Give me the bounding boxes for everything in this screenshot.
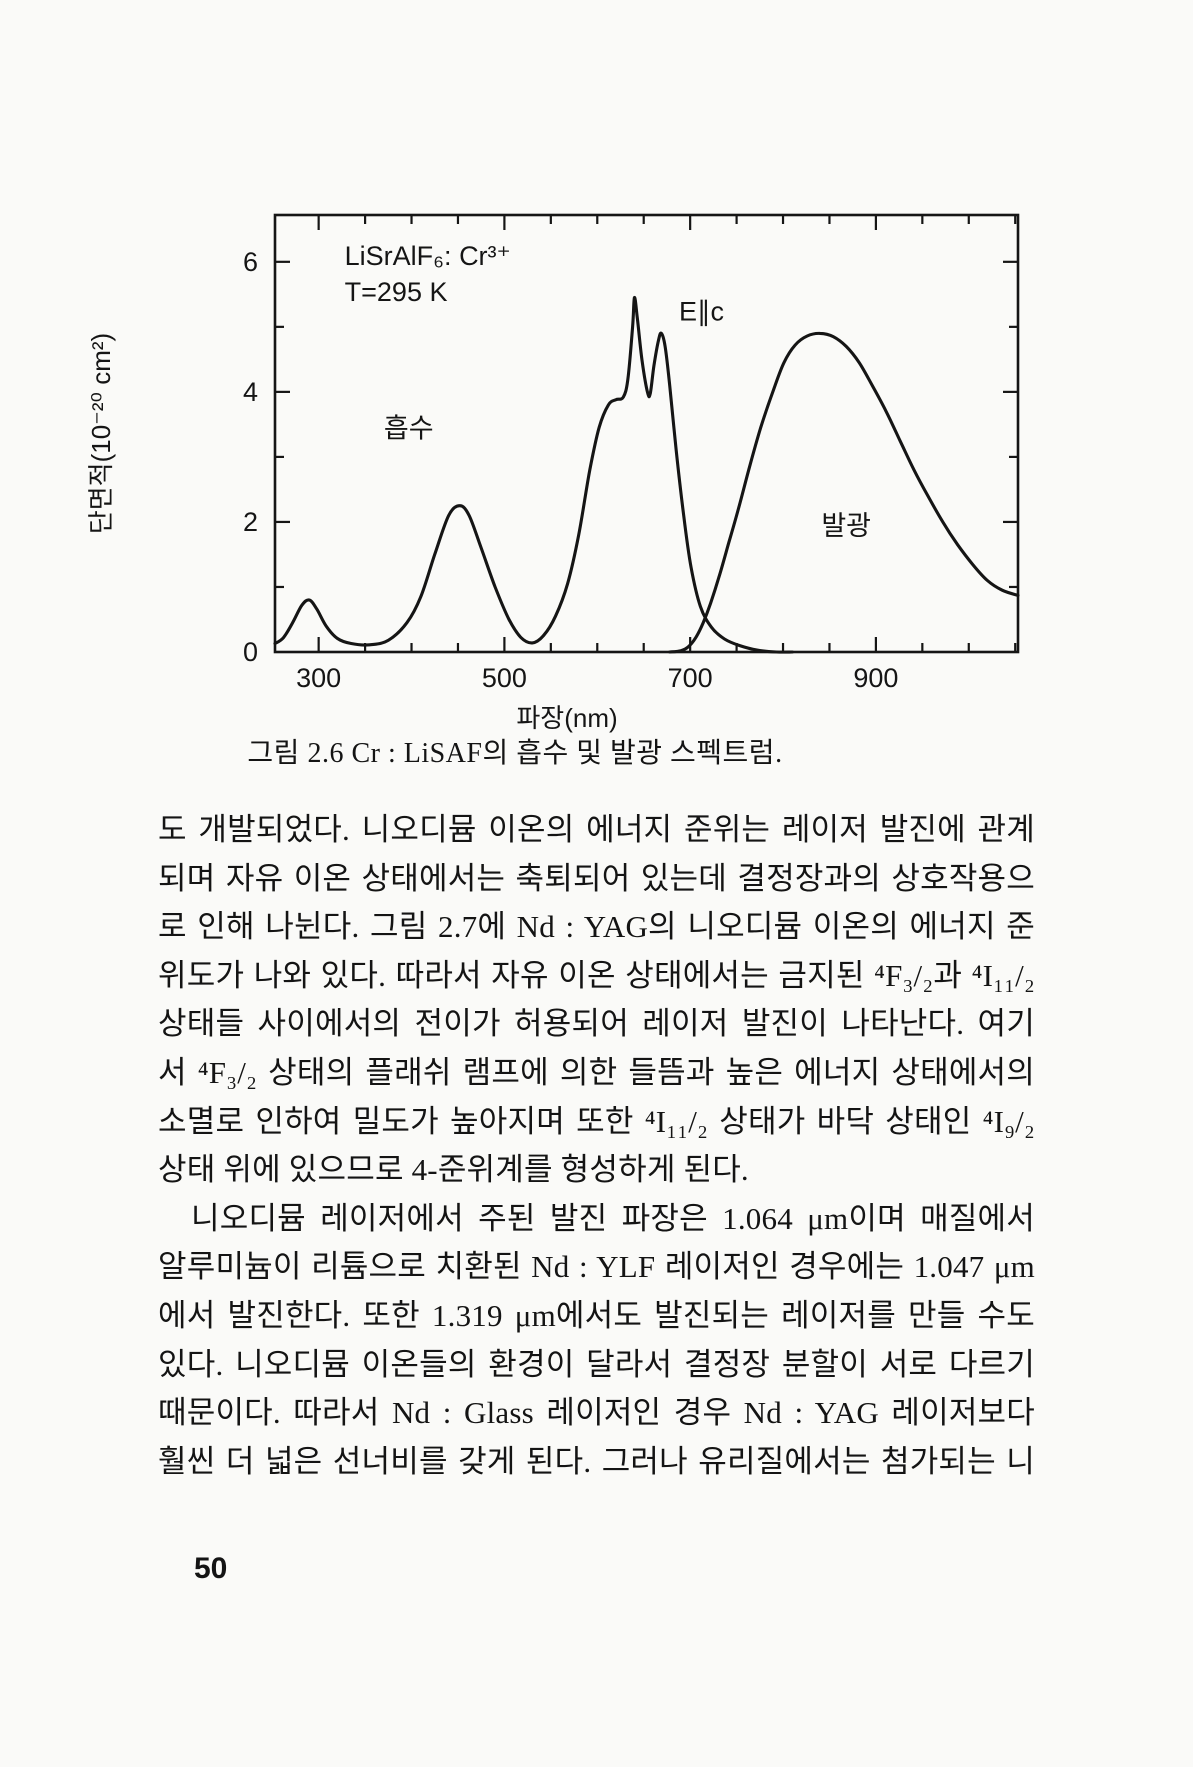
y-tick-label: 2 [243, 507, 258, 537]
body-text-line: 때문이다. 따라서 Nd : Glass 레이저인 경우 Nd : YAG 레이… [158, 1395, 1035, 1431]
absorption-curve [273, 296, 794, 654]
x-tick-label: 300 [296, 663, 341, 693]
body-text-line: 서 ⁴F₃/₂ 상태의 플래쉬 램프에 의한 들뜸과 높은 에너지 상태에서의 [158, 1054, 1035, 1090]
x-axis-title: 파장(nm) [516, 703, 617, 733]
body-text-line: 상태들 사이에서의 전이가 허용되어 레이저 발진이 나타난다. 여기 [158, 1006, 1035, 1042]
body-text-line: 로 인해 나뉜다. 그림 2.7에 Nd : YAG의 니오디뮴 이온의 에너지… [158, 909, 1035, 945]
emission-curve [668, 331, 1020, 654]
body-text-line: 도 개발되었다. 니오디뮴 이온의 에너지 준위는 레이저 발진에 관계 [158, 812, 1035, 847]
chart-annotation: LiSrAlF₆: Cr³⁺ [345, 241, 511, 271]
plot-frame [273, 213, 1020, 654]
y-tick-label: 4 [243, 377, 258, 407]
body-text-line: 니오디뮴 레이저에서 주된 발진 파장은 1.064 μm이며 매질에서 [191, 1200, 1035, 1236]
chart-annotation: T=295 K [345, 277, 448, 307]
body-text-line: 상태 위에 있으므로 4-준위계를 형성하게 된다. [158, 1152, 749, 1188]
body-text-line: 위도가 나와 있다. 따라서 자유 이온 상태에서는 금지된 ⁴F₃/₂과 ⁴I… [158, 957, 1035, 993]
chart-annotation: 발광 [821, 511, 871, 541]
body-text-line: 있다. 니오디뮴 이온들의 환경이 달라서 결정장 분할이 서로 다르기 [158, 1346, 1035, 1382]
body-text-line: 소멸로 인하여 밀도가 높아지며 또한 ⁴I₁₁/₂ 상태가 바닥 상태인 ⁴I… [158, 1103, 1035, 1139]
chart-annotation: 흡수 [384, 413, 434, 443]
figure-caption: 그림 2.6 Cr : LiSAF의 흡수 및 발광 스펙트럼. [247, 738, 783, 769]
spectrum-chart: 300 500 700 900 0 2 4 6 파장(nm) 단면적(10⁻²⁰ cm²) LiSr… [86, 213, 1020, 733]
x-tick-label: 700 [668, 663, 713, 693]
body-text-line: 훨씬 더 넓은 선너비를 갖게 된다. 그러나 유리질에서는 첨가되는 니 [158, 1443, 1035, 1479]
body-text-line: 에서 발진한다. 또한 1.319 μm에서도 발진되는 레이저를 만들 수도 [158, 1297, 1035, 1333]
body-text-line: 알루미늄이 리튬으로 치환된 Nd : YLF 레이저인 경우에는 1.047 … [158, 1249, 1035, 1285]
body-text-line: 되며 자유 이온 상태에서는 축퇴되어 있는데 결정장과의 상호작용으 [158, 860, 1035, 896]
page-number: 50 [194, 1552, 228, 1585]
chart-annotation: E∥c [679, 296, 724, 326]
x-tick-label: 900 [853, 663, 898, 693]
x-tick-label: 500 [482, 663, 527, 693]
figure-2-6: 300 500 700 900 0 2 4 6 파장(nm) 단면적(10⁻²⁰ cm²) LiSr… [80, 180, 1060, 740]
y-tick-label: 6 [243, 247, 258, 277]
y-axis-title: 단면적(10⁻²⁰ cm²) [86, 333, 116, 534]
y-tick-label: 0 [243, 637, 258, 667]
